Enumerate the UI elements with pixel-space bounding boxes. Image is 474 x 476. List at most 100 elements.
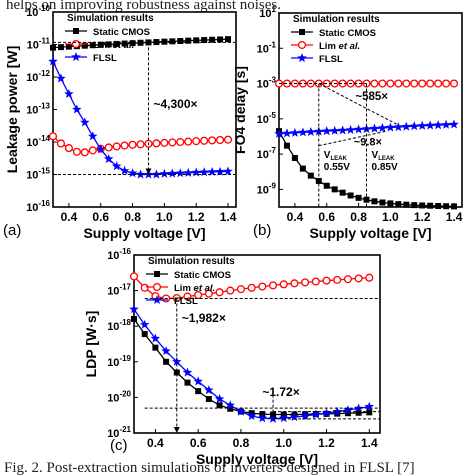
data-point-square (323, 182, 330, 189)
panel-label: (c) (110, 437, 128, 454)
data-point-square (185, 37, 192, 44)
data-point-star (401, 121, 412, 131)
data-point-square (173, 369, 180, 376)
data-point-square (169, 38, 176, 45)
data-point-circle (370, 79, 379, 88)
data-point-square (89, 42, 96, 49)
data-point-square (161, 38, 168, 45)
data-point-star (167, 168, 178, 178)
data-point-circle (194, 290, 203, 300)
y-tick-label: 10-12 (26, 69, 50, 84)
data-point-circle (354, 274, 363, 283)
data-point-circle (64, 144, 73, 153)
data-point-star (282, 128, 292, 138)
data-point-star (127, 168, 138, 178)
data-point-circle (301, 278, 310, 287)
data-point-square (443, 203, 450, 210)
x-tick-label: 1.4 (220, 210, 237, 224)
data-point-star (369, 123, 380, 133)
y-tick-label: 10-18 (107, 318, 131, 333)
data-point-square (177, 38, 184, 45)
legend: Simulation results Static CMOS Lim et al. F… (146, 256, 235, 307)
series-line (133, 318, 370, 416)
data-point-star (393, 122, 404, 132)
data-point-star (364, 401, 375, 411)
data-point-square (184, 379, 191, 386)
data-point-square (65, 43, 72, 50)
data-point-star (71, 52, 81, 61)
data-point-square (411, 202, 418, 209)
data-point-star (306, 127, 316, 136)
ratio-annotation: ~9.8× (354, 137, 382, 149)
data-point-circle (322, 276, 331, 285)
data-point-star (56, 73, 66, 83)
panel-label: (a) (3, 222, 21, 239)
header-text: helps on improving robustness against no… (6, 0, 281, 13)
data-point-star (417, 120, 427, 130)
data-point-square (209, 36, 216, 43)
data-point-circle (378, 79, 387, 88)
data-point-square (121, 40, 128, 47)
data-point-square (113, 40, 120, 47)
data-point-circle (223, 135, 233, 144)
series-2 (48, 132, 233, 157)
panel-label: (b) (253, 222, 271, 239)
data-point-circle (442, 79, 451, 88)
data-point-star (151, 169, 162, 179)
data-point-square (395, 201, 402, 208)
data-point-star (246, 411, 257, 421)
y-tick-label: 101 (259, 5, 276, 20)
x-tick-label: 0.8 (233, 436, 250, 450)
data-point-circle (208, 136, 217, 145)
data-point-square (105, 41, 112, 48)
series-1 (50, 36, 232, 51)
series-3 (274, 119, 459, 138)
data-point-star (215, 166, 225, 176)
data-point-square (225, 36, 232, 43)
data-point-square (299, 165, 306, 172)
data-point-star (129, 304, 139, 314)
data-point-star (204, 385, 214, 395)
chart-panel-3: 0.4 0.6 0.8 1.0 1.2 1.4 10-21 10-20 10-19 10-18 10… (83, 247, 381, 467)
data-point-square (387, 200, 394, 207)
data-point-square (131, 315, 137, 322)
y-tick-label: 10-16 (107, 247, 131, 262)
data-point-square (153, 39, 160, 46)
legend-entry: FLSL (174, 296, 198, 307)
data-point-circle (410, 79, 419, 88)
data-point-square (307, 172, 314, 179)
series-3 (48, 56, 233, 179)
x-tick-label: 0.8 (350, 210, 367, 224)
data-point-star (321, 408, 332, 418)
data-point-circle (418, 79, 427, 88)
y-tick-label: 10-16 (26, 199, 50, 214)
data-point-star (199, 167, 209, 177)
annotations: ~4,300× (53, 41, 236, 175)
data-point-star (191, 167, 201, 177)
y-tick-label: 10-7 (257, 146, 277, 161)
data-point-square (347, 192, 354, 199)
data-point-square (344, 410, 351, 417)
x-axis-label: Supply voltage [V] (196, 451, 318, 467)
x-tick-label: 1.0 (156, 210, 173, 224)
data-point-star (88, 131, 98, 141)
data-point-square (141, 331, 148, 338)
legend-entry: Static CMOS (174, 270, 231, 281)
data-point-square (371, 198, 378, 205)
data-point-star (161, 346, 171, 356)
data-point-circle (268, 281, 278, 290)
data-point-circle (184, 137, 193, 146)
data-point-square (299, 29, 305, 35)
data-point-star (193, 376, 203, 386)
data-point-circle (394, 79, 403, 88)
dashed-guide (318, 83, 397, 125)
legend-entry: FLSL (93, 53, 117, 64)
data-point-star (80, 117, 90, 127)
data-point-star (96, 144, 106, 154)
x-tick-label: 0.8 (124, 210, 141, 224)
data-point-star (119, 165, 130, 175)
data-point-star (257, 413, 268, 423)
arrow-head (145, 168, 152, 175)
x-tick-label: 0.6 (190, 436, 207, 450)
data-point-circle (216, 135, 225, 145)
